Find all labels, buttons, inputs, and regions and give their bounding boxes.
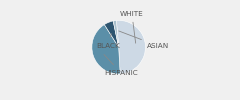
Text: WHITE: WHITE [120,11,144,43]
Wedge shape [113,20,119,47]
Text: HISPANIC: HISPANIC [104,55,138,76]
Wedge shape [104,21,119,47]
Text: BLACK: BLACK [96,34,120,49]
Wedge shape [116,20,145,74]
Text: ASIAN: ASIAN [119,31,169,49]
Wedge shape [92,25,120,74]
